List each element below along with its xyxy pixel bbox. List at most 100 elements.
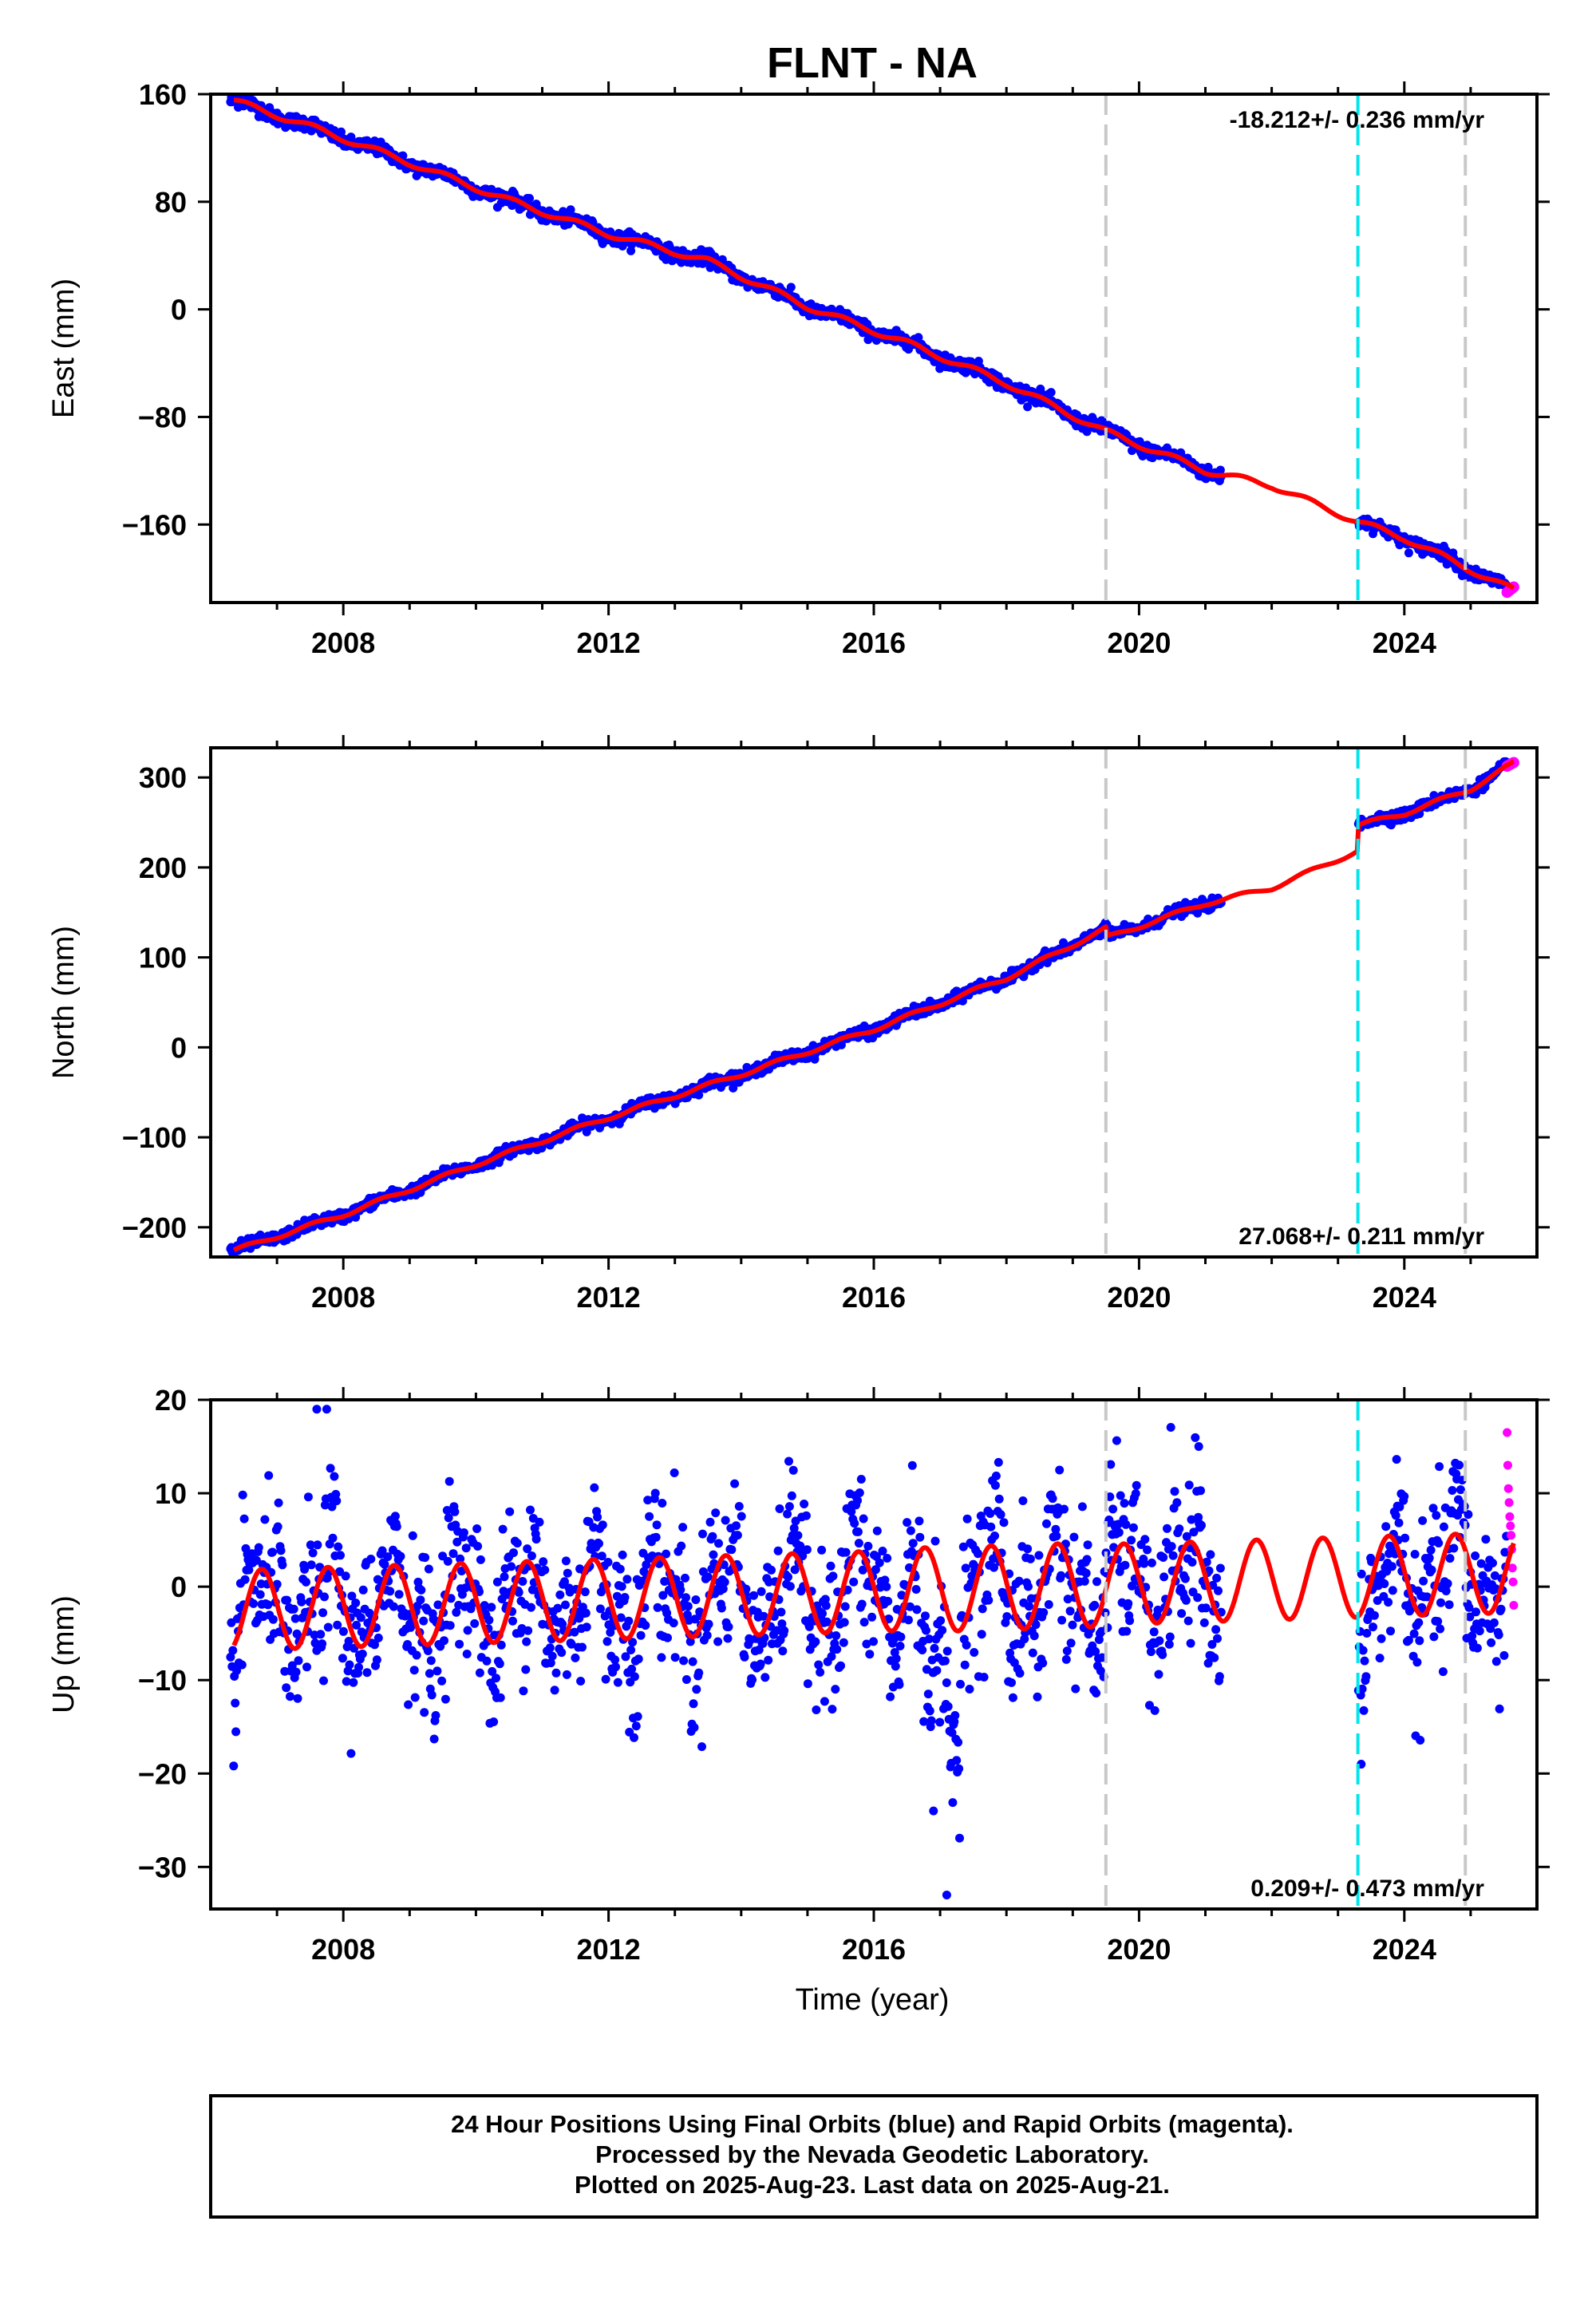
final-orbit-point (1038, 1658, 1048, 1668)
final-orbit-point (1377, 1634, 1386, 1643)
final-orbit-point (426, 1656, 436, 1666)
final-orbit-point (553, 1603, 563, 1613)
final-orbit-point (1416, 1736, 1425, 1745)
final-orbit-point (855, 1488, 864, 1497)
final-orbit-point (1061, 1654, 1071, 1664)
final-orbit-point (1028, 1648, 1037, 1658)
final-orbit-point (561, 1600, 570, 1610)
final-orbit-point (1029, 1631, 1039, 1641)
final-orbit-point (526, 1505, 535, 1515)
final-orbit-point (681, 1573, 689, 1583)
final-orbit-point (698, 1529, 707, 1539)
final-orbit-point (785, 1582, 795, 1591)
final-orbit-point (500, 1572, 509, 1582)
final-orbit-point (601, 1674, 610, 1684)
x-tick-label: 2024 (1373, 1281, 1436, 1314)
final-orbit-point (297, 1597, 306, 1607)
final-orbit-point (1384, 1598, 1393, 1607)
final-orbit-point (645, 1512, 654, 1521)
final-orbit-point (1025, 1554, 1035, 1563)
final-orbit-point (1381, 1522, 1391, 1531)
final-orbit-point (930, 1536, 940, 1546)
final-orbit-point (999, 1518, 1009, 1528)
final-orbit-point (396, 1551, 405, 1561)
y-tick-label: 20 (155, 1384, 187, 1417)
final-orbit-point (681, 1675, 691, 1684)
final-orbit-point (948, 1798, 958, 1808)
final-orbit-point (1159, 1553, 1168, 1562)
final-orbit-point (437, 1676, 447, 1686)
final-orbit-point (784, 1456, 793, 1466)
final-orbit-point (886, 1692, 895, 1701)
final-orbit-point (521, 1665, 531, 1674)
final-orbit-point (394, 1590, 404, 1599)
final-orbit-point (1042, 1519, 1051, 1528)
final-orbit-point (633, 1712, 642, 1721)
rapid-orbit-point (1503, 1484, 1513, 1493)
y-tick-label: 0 (171, 294, 187, 326)
final-orbit-point (733, 1531, 742, 1540)
final-orbit-point (593, 1512, 602, 1522)
final-orbit-point (341, 1571, 350, 1581)
final-orbit-point (734, 1502, 744, 1511)
final-orbit-point (1023, 402, 1033, 412)
final-orbit-point (1392, 1455, 1401, 1464)
final-orbit-point (412, 1650, 421, 1660)
final-orbit-point (907, 1460, 917, 1470)
final-orbit-point (1014, 1576, 1024, 1586)
final-orbit-point (952, 1756, 962, 1765)
final-orbit-point (1475, 1626, 1484, 1636)
final-orbit-point (1149, 1627, 1159, 1637)
y-tick-label: 160 (139, 78, 187, 111)
final-orbit-point (551, 1668, 561, 1678)
final-orbit-point (849, 1577, 859, 1587)
final-orbit-point (1388, 1586, 1397, 1595)
final-orbit-point (1146, 1647, 1156, 1657)
final-orbit-point (1077, 1502, 1087, 1512)
final-orbit-point (713, 1637, 723, 1646)
final-orbit-point (1080, 1576, 1089, 1586)
final-orbit-point (475, 1668, 484, 1678)
y-tick-label: −10 (138, 1664, 187, 1697)
final-orbit-point (1414, 1618, 1424, 1627)
y-tick-label: −100 (122, 1121, 187, 1154)
final-orbit-point (512, 1539, 522, 1548)
final-orbit-point (652, 1520, 662, 1530)
final-orbit-point (1034, 1551, 1044, 1560)
final-orbit-point (1481, 1535, 1491, 1544)
footer-line-2: Processed by the Nevada Geodetic Laborat… (595, 2140, 1149, 2168)
final-orbit-point (757, 1587, 766, 1596)
final-orbit-point (326, 1464, 335, 1473)
final-orbit-point (260, 1515, 270, 1524)
final-orbit-point (239, 1514, 249, 1524)
final-orbit-point (1472, 1607, 1480, 1617)
final-orbit-point (705, 1517, 715, 1527)
final-orbit-point (1122, 1626, 1132, 1636)
final-orbit-point (760, 1673, 770, 1682)
final-orbit-point (1424, 1553, 1434, 1563)
final-orbit-point (229, 1761, 239, 1771)
final-orbit-point (385, 1587, 395, 1596)
final-orbit-point (1025, 1602, 1033, 1611)
x-tick-label: 2024 (1373, 1933, 1436, 1966)
final-orbit-point (954, 1764, 964, 1773)
final-orbit-point (522, 1637, 531, 1646)
final-orbit-point (389, 1602, 398, 1611)
final-orbit-point (603, 1558, 613, 1567)
y-tick-label: −20 (138, 1757, 187, 1790)
final-orbit-point (1124, 1599, 1133, 1608)
final-orbit-point (316, 1630, 326, 1639)
final-orbit-point (737, 1512, 746, 1521)
final-orbit-point (1023, 1544, 1033, 1554)
final-orbit-point (978, 1604, 987, 1614)
final-orbit-point (911, 1585, 921, 1594)
y-tick-label: 10 (155, 1477, 187, 1510)
final-orbit-point (613, 1678, 622, 1687)
velocity-rate-label: -18.212+/- 0.236 mm/yr (1230, 107, 1485, 133)
final-orbit-point (1206, 1550, 1215, 1559)
final-orbit-point (278, 1560, 287, 1570)
final-orbit-point (942, 1678, 951, 1687)
final-orbit-point (748, 1675, 757, 1685)
final-orbit-point (1438, 1667, 1448, 1677)
final-orbit-point (811, 1637, 820, 1646)
